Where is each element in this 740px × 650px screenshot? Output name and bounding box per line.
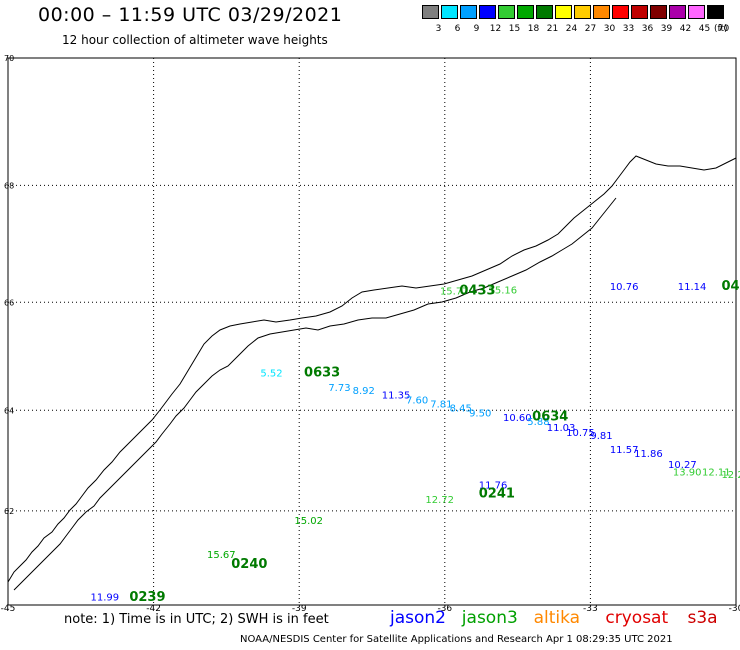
satellite-jason3: jason3 xyxy=(461,608,518,628)
wave-height-value: 12.29 xyxy=(721,470,740,481)
altimeter-passes: 5.52 7.73 8.92 11.357.60 7.818.459.50 10.605.… xyxy=(91,279,740,605)
legend-label: 70 xyxy=(717,24,730,34)
legend-swatch xyxy=(479,5,496,19)
footer-note: note: 1) Time is in UTC; 2) SWH is in fe… xyxy=(64,612,329,627)
legend-label: 12 xyxy=(489,24,502,34)
legend-unit: (ft) xyxy=(714,24,728,34)
wave-height-value: 11.99 xyxy=(91,592,120,603)
wave-height-value: 11.76 xyxy=(479,480,508,491)
wave-height-value: 11.35 xyxy=(382,390,411,401)
satellite-altika: altika xyxy=(533,608,581,628)
axis-labels: -45 -42 -39 -36 -33 -30 62 64 66 68 70 xyxy=(1,54,740,614)
wave-height-value: 5.52 xyxy=(260,369,282,380)
wave-height-value: 8.45 xyxy=(450,403,472,414)
wave-height-value: 9.50 xyxy=(469,409,491,420)
pass-time-label: 0239 xyxy=(129,590,165,605)
legend-swatch xyxy=(612,5,629,19)
pass-time-label: 0241 xyxy=(479,487,515,502)
legend-label: 45 xyxy=(698,24,711,34)
lon-tick-label: -30 xyxy=(729,604,740,614)
credit-line: NOAA/NESDIS Center for Satellite Applica… xyxy=(240,634,673,645)
legend-swatch xyxy=(574,5,591,19)
wave-height-value: 7.81 xyxy=(430,400,452,411)
wave-height-value: 10.27 xyxy=(668,460,697,471)
legend-label: 30 xyxy=(603,24,616,34)
pass-time-label: 0634 xyxy=(532,410,568,425)
legend-swatch xyxy=(498,5,515,19)
wave-height-value: 11.14 xyxy=(678,282,707,293)
wave-height-value: 10.60 xyxy=(503,413,532,424)
pass-time-label: 0438 xyxy=(721,279,740,294)
wave-height-value: 13.90 xyxy=(673,467,702,478)
legend-swatch xyxy=(555,5,572,19)
wave-height-value: 8.92 xyxy=(353,386,375,397)
wave-height-value: 15.02 xyxy=(294,516,323,527)
pass-time-label: 0240 xyxy=(231,557,267,572)
pass-time-label: 0633 xyxy=(304,366,340,381)
legend-label: 3 xyxy=(435,24,442,34)
lat-tick-label: 64 xyxy=(4,406,14,415)
legend-label: 39 xyxy=(660,24,673,34)
grid-layer xyxy=(7,57,737,606)
wave-height-value: 11.03 xyxy=(547,423,576,434)
wave-height-value: 7.60 xyxy=(406,396,428,407)
legend-label: 15 xyxy=(508,24,521,34)
wave-height-value: 15.77 xyxy=(440,286,469,297)
wave-height-value: 7.73 xyxy=(328,383,350,394)
legend-swatch xyxy=(593,5,610,19)
satellite-cryosat: cryosat xyxy=(605,608,669,628)
legend-label: 9 xyxy=(473,24,480,34)
legend-label: 27 xyxy=(584,24,597,34)
lat-tick-label: 70 xyxy=(4,54,14,63)
legend-swatch xyxy=(536,5,553,19)
legend-swatch xyxy=(631,5,648,19)
wave-height-value: 15.67 xyxy=(207,550,236,561)
legend-swatch xyxy=(669,5,686,19)
legend-label: 6 xyxy=(454,24,461,34)
lon-tick-label: -42 xyxy=(146,604,161,614)
legend-label: 36 xyxy=(641,24,654,34)
legend-label: 42 xyxy=(679,24,692,34)
greenland-coastline xyxy=(7,155,737,591)
wave-height-value: 11.57 xyxy=(610,445,639,456)
map-title: 00:00 – 11:59 UTC 03/29/2021 xyxy=(38,4,343,26)
legend-swatch xyxy=(707,5,724,19)
wave-height-value: 12.11 xyxy=(702,467,731,478)
wave-height-value: 9.81 xyxy=(590,431,612,442)
legend-swatch xyxy=(650,5,667,19)
satellite-s3a: s3a xyxy=(687,608,718,628)
satellite-jason2: jason2 xyxy=(390,608,446,628)
lon-tick-label: -39 xyxy=(292,604,307,614)
coastline-path xyxy=(7,155,737,583)
lat-tick-label: 66 xyxy=(4,298,14,307)
plot-frame xyxy=(7,57,737,606)
legend-label: 33 xyxy=(622,24,635,34)
legend-label: 24 xyxy=(565,24,578,34)
legend-swatch xyxy=(441,5,458,19)
wave-height-value: 10.76 xyxy=(610,282,639,293)
lon-tick-label: -36 xyxy=(437,604,452,614)
legend-swatch xyxy=(422,5,439,19)
lat-tick-label: 62 xyxy=(4,507,14,516)
lat-tick-label: 68 xyxy=(4,181,14,190)
wave-height-value: 15.16 xyxy=(488,285,517,296)
legend-swatch xyxy=(517,5,534,19)
legend-swatch xyxy=(688,5,705,19)
map-subtitle: 12 hour collection of altimeter wave hei… xyxy=(62,33,328,47)
wave-height-value: 10.75 xyxy=(566,428,595,439)
coastline-inner-path xyxy=(13,197,617,591)
legend-swatch xyxy=(460,5,477,19)
lon-tick-label: -45 xyxy=(1,604,16,614)
wave-height-value: 11.86 xyxy=(634,449,663,460)
wave-height-value: 12.72 xyxy=(425,495,454,506)
lon-tick-label: -33 xyxy=(583,604,598,614)
legend-label: 21 xyxy=(546,24,559,34)
legend-label: 18 xyxy=(527,24,540,34)
pass-time-label: 0433 xyxy=(459,283,495,298)
wave-height-value: 5.88 xyxy=(527,417,549,428)
